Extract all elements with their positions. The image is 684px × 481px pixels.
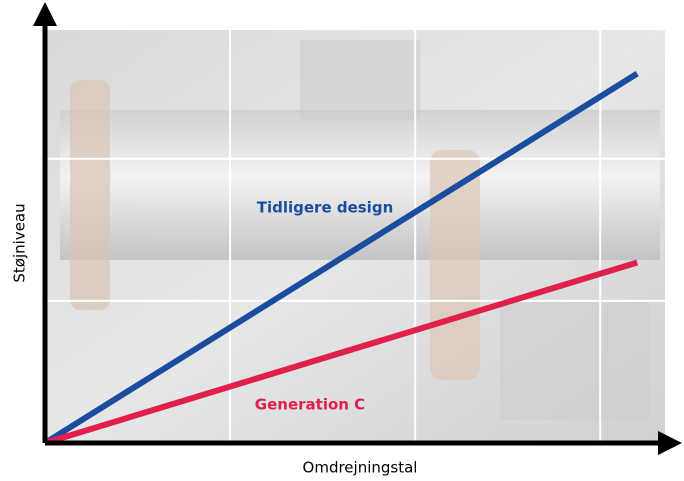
grid — [45, 30, 665, 443]
series-label: Tidligere design — [257, 199, 394, 217]
series-line — [43, 70, 639, 446]
axes — [33, 2, 682, 455]
lines — [43, 70, 639, 446]
y-arrow — [33, 2, 57, 26]
series-label: Generation C — [255, 396, 365, 414]
series-line — [44, 259, 639, 446]
y-axis-label: Støjniveau — [11, 203, 29, 282]
x-arrow — [658, 431, 682, 455]
background-photo — [45, 30, 665, 443]
x-axis-label: Omdrejningstal — [303, 459, 418, 477]
